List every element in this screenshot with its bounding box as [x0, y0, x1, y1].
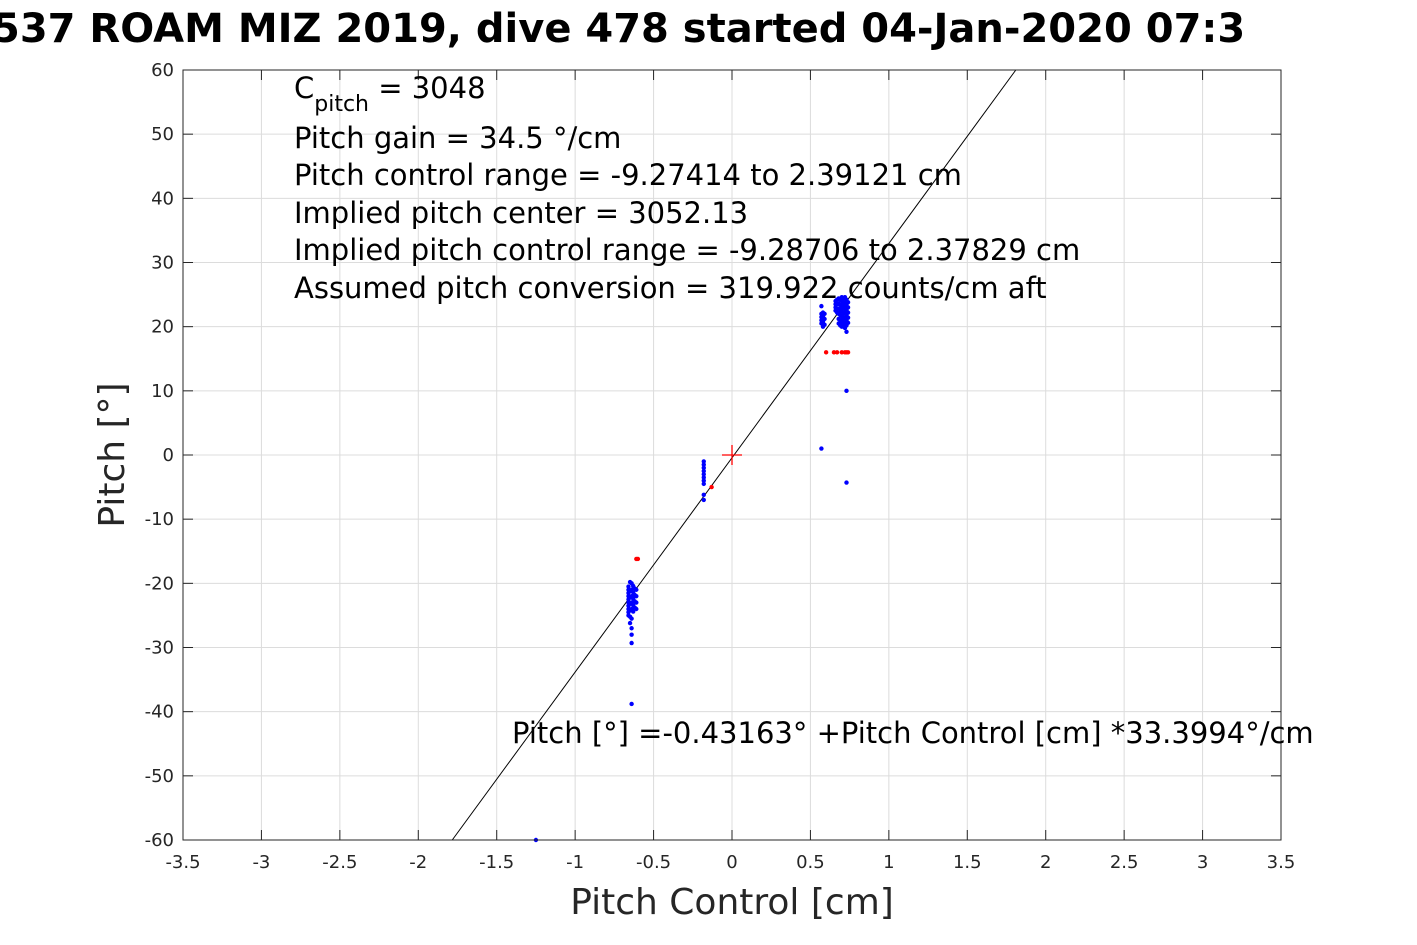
- data-point: [701, 492, 706, 497]
- c-pitch-value: = 3048: [369, 71, 486, 105]
- y-tick-label: -10: [145, 509, 174, 530]
- implied-pitch-control-range-line: Implied pitch control range = -9.28706 t…: [294, 233, 1080, 267]
- x-tick-label: 2: [1040, 852, 1051, 873]
- data-point: [709, 484, 714, 490]
- data-point: [635, 556, 641, 562]
- assumed-pitch-conversion-line: Assumed pitch conversion = 319.922 count…: [294, 271, 1047, 305]
- data-point: [701, 459, 706, 464]
- chart-title-text: 537 ROAM MIZ 2019, dive 478 started 04-J…: [0, 6, 1246, 52]
- x-tick-label: 1.5: [953, 852, 982, 873]
- x-axis-label: Pitch Control [cm]: [570, 882, 894, 923]
- x-tick-label: 2.5: [1110, 852, 1139, 873]
- data-point: [819, 303, 824, 309]
- x-tick-labels: -3.5 -3 -2.5 -2 -1.5 -1 -0.5 0 0.5 1 1.5 2 2.5 3 3.5: [165, 852, 1295, 873]
- c-pitch-prefix: C: [294, 71, 314, 105]
- data-point: [629, 616, 634, 621]
- y-tick-label: -40: [145, 702, 174, 723]
- y-tick-label: 40: [151, 188, 174, 209]
- data-point: [844, 388, 849, 394]
- fit-equation: Pitch [°] =-0.43163° +Pitch Control [cm]…: [512, 716, 1314, 750]
- data-point: [634, 587, 639, 592]
- data-point: [845, 315, 851, 320]
- data-point: [701, 465, 706, 471]
- chart-title: 537 ROAM MIZ 2019, dive 478 started 04-J…: [0, 6, 1417, 52]
- c-pitch-subscript: pitch: [314, 92, 369, 117]
- data-point: [822, 311, 827, 317]
- y-axis-label: Pitch [°]: [92, 382, 133, 527]
- x-tick-label: -1: [566, 852, 584, 873]
- data-point: [701, 497, 706, 503]
- x-tick-label: -2.5: [322, 852, 357, 873]
- y-tick-label: 10: [151, 381, 174, 402]
- data-point: [630, 609, 636, 614]
- x-tick-label: 3.5: [1267, 852, 1296, 873]
- data-point: [701, 475, 706, 480]
- data-point: [626, 584, 631, 589]
- data-point: [839, 350, 844, 355]
- data-point: [822, 316, 827, 322]
- data-point: [629, 701, 634, 707]
- pitch-control-range-line: Pitch control range = -9.27414 to 2.3912…: [294, 158, 962, 192]
- data-point: [701, 468, 706, 474]
- x-tick-label: -2: [409, 852, 427, 873]
- implied-pitch-center-line: Implied pitch center = 3052.13: [294, 196, 748, 230]
- data-point: [844, 480, 849, 485]
- data-point: [844, 329, 849, 334]
- y-tick-label: 0: [163, 445, 174, 466]
- y-tick-label: -30: [145, 638, 174, 659]
- data-point: [629, 632, 634, 637]
- pitch-gain-line: Pitch gain = 34.5 °/cm: [294, 121, 621, 155]
- y-tick-label: 30: [151, 253, 174, 274]
- x-tick-label: -1.5: [479, 852, 514, 873]
- x-tick-label: -0.5: [636, 852, 671, 873]
- data-point: [831, 350, 837, 355]
- data-point: [845, 305, 851, 310]
- c-pitch-line: Cpitch = 3048: [294, 71, 486, 117]
- data-point: [701, 462, 706, 467]
- center-marker: [722, 445, 742, 465]
- y-tick-label: -20: [145, 573, 174, 594]
- y-tick-label: 60: [151, 60, 174, 81]
- y-tick-label: -60: [145, 830, 174, 851]
- data-point: [701, 478, 706, 483]
- x-tick-label: 3: [1197, 852, 1208, 873]
- data-point: [822, 322, 827, 327]
- data-point: [845, 350, 851, 355]
- data-point: [845, 300, 851, 305]
- data-point: [634, 600, 639, 605]
- x-tick-label: 1: [883, 852, 894, 873]
- x-tick-label: 0: [726, 852, 737, 873]
- data-point: [627, 620, 633, 626]
- data-point: [701, 481, 706, 487]
- data-point: [701, 472, 706, 477]
- data-point: [819, 446, 824, 451]
- data-point: [634, 593, 639, 599]
- y-tick-label: -50: [145, 766, 174, 787]
- info-text-block: Cpitch = 3048 Pitch gain = 34.5 °/cm Pit…: [294, 71, 1080, 305]
- data-point: [634, 606, 639, 612]
- data-point: [629, 640, 634, 646]
- y-tick-label: 50: [151, 124, 174, 145]
- y-tick-label: 20: [151, 317, 174, 338]
- data-point: [845, 320, 851, 326]
- data-point: [629, 626, 634, 631]
- data-points: [533, 294, 851, 843]
- x-tick-label: -3.5: [165, 852, 200, 873]
- y-tick-labels: -60 -50 -40 -30 -20 -10 0 10 20 30 40 50 60: [145, 60, 174, 851]
- x-tick-label: -3: [252, 852, 270, 873]
- tick-marks: [182, 69, 1282, 841]
- data-point: [845, 310, 851, 315]
- data-point: [834, 350, 840, 355]
- data-point: [823, 350, 829, 355]
- x-tick-label: 0.5: [796, 852, 825, 873]
